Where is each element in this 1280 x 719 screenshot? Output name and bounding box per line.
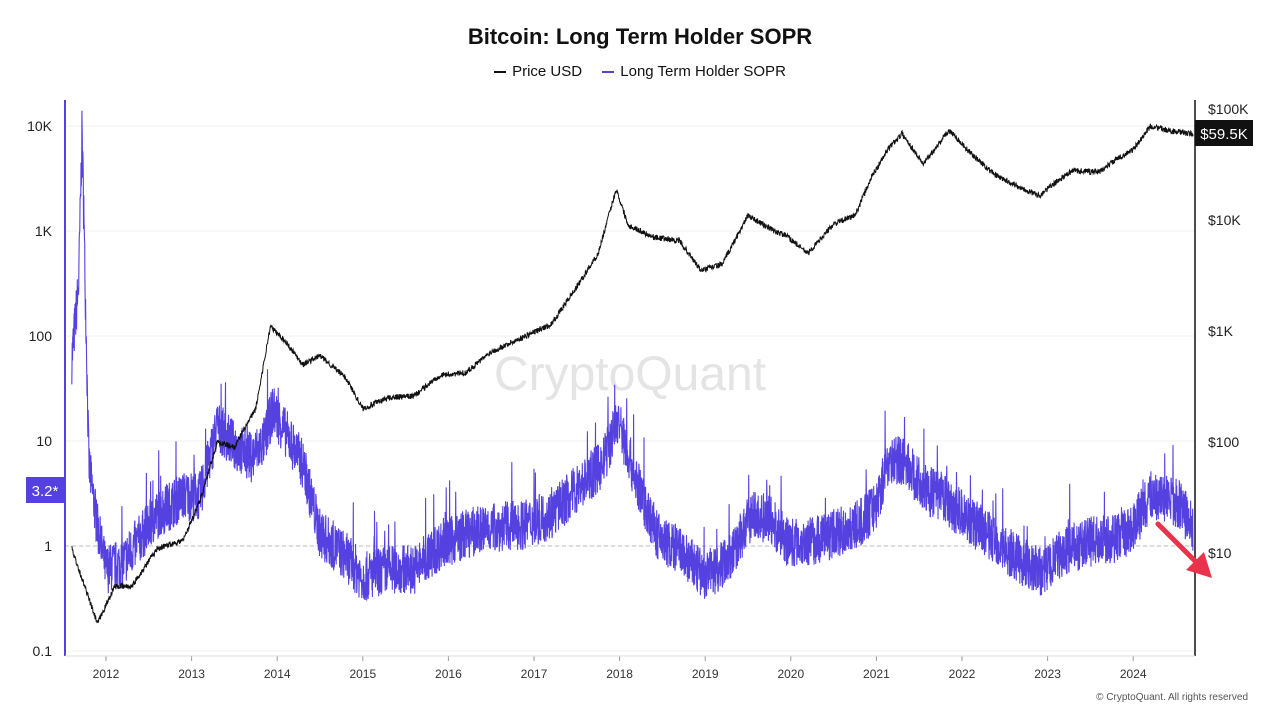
right-tick-label: $100 xyxy=(1208,434,1239,450)
right-tick-label: $10K xyxy=(1208,212,1241,228)
x-tick-label: 2024 xyxy=(1120,667,1147,681)
left-tick-label: 10 xyxy=(36,433,52,449)
red-arrow-shaft xyxy=(1155,521,1203,569)
x-tick-label: 2015 xyxy=(349,667,376,681)
last-price-badge xyxy=(1195,120,1253,146)
left-tick-label: 1K xyxy=(35,223,53,239)
copyright-footer: © CryptoQuant. All rights reserved xyxy=(1096,692,1248,703)
x-tick-label: 2013 xyxy=(178,667,205,681)
left-tick-label: 100 xyxy=(29,328,53,344)
right-tick-label: $1K xyxy=(1208,323,1234,339)
x-tick-label: 2017 xyxy=(521,667,548,681)
x-tick-label: 2021 xyxy=(863,667,890,681)
chart-title: Bitcoin: Long Term Holder SOPR xyxy=(467,24,813,49)
x-tick-label: 2022 xyxy=(949,667,976,681)
series-line-price xyxy=(71,123,1194,624)
legend-label-price: Price USD xyxy=(512,63,583,80)
legend: Price USD Long Term Holder SOPR xyxy=(0,63,1280,80)
watermark: CryptoQuant xyxy=(494,348,766,401)
legend-label-sopr: Long Term Holder SOPR xyxy=(620,63,786,80)
x-tick-label: 2020 xyxy=(777,667,804,681)
legend-swatch-price xyxy=(494,71,507,73)
right-tick-label: $100K xyxy=(1208,101,1249,117)
x-tick-label: 2016 xyxy=(435,667,462,681)
left-tick-label: 0.1 xyxy=(33,643,53,659)
red-arrow-head xyxy=(1186,552,1212,578)
left-tick-label: 1 xyxy=(44,538,52,554)
last-price-label: $59.5K xyxy=(1200,126,1248,143)
x-tick-label: 2019 xyxy=(692,667,719,681)
legend-item-price[interactable]: Price USD xyxy=(494,63,582,80)
x-tick-label: 2012 xyxy=(93,667,120,681)
x-tick-label: 2023 xyxy=(1034,667,1061,681)
last-sopr-badge xyxy=(26,477,65,503)
x-tick-label: 2018 xyxy=(606,667,633,681)
legend-swatch-sopr xyxy=(602,71,615,74)
series-line-sopr xyxy=(71,110,1194,601)
right-tick-label: $10 xyxy=(1208,545,1232,561)
last-sopr-label: 3.2* xyxy=(32,483,59,500)
x-tick-label: 2014 xyxy=(264,667,291,681)
left-tick-label: 10K xyxy=(27,118,53,134)
legend-item-sopr[interactable]: Long Term Holder SOPR xyxy=(602,63,786,80)
